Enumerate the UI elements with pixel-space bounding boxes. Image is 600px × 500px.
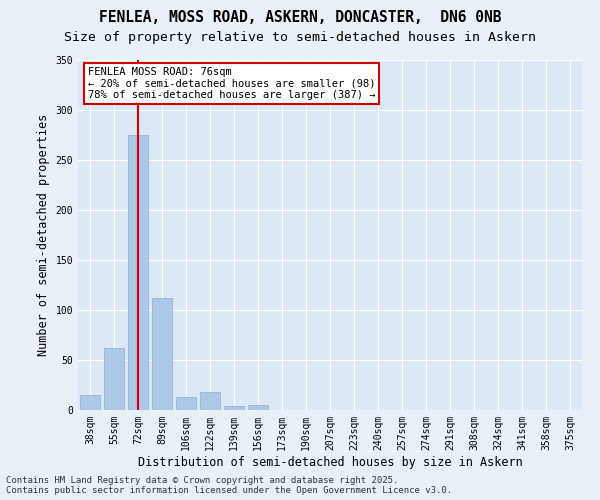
Y-axis label: Number of semi-detached properties: Number of semi-detached properties bbox=[37, 114, 50, 356]
Bar bbox=[152, 298, 172, 410]
Bar bbox=[128, 135, 148, 410]
Bar bbox=[80, 395, 100, 410]
Bar bbox=[104, 348, 124, 410]
X-axis label: Distribution of semi-detached houses by size in Askern: Distribution of semi-detached houses by … bbox=[137, 456, 523, 468]
Bar bbox=[176, 397, 196, 410]
Bar bbox=[224, 406, 244, 410]
Text: Contains HM Land Registry data © Crown copyright and database right 2025.
Contai: Contains HM Land Registry data © Crown c… bbox=[6, 476, 452, 495]
Text: Size of property relative to semi-detached houses in Askern: Size of property relative to semi-detach… bbox=[64, 31, 536, 44]
Text: FENLEA MOSS ROAD: 76sqm
← 20% of semi-detached houses are smaller (98)
78% of se: FENLEA MOSS ROAD: 76sqm ← 20% of semi-de… bbox=[88, 67, 376, 100]
Text: FENLEA, MOSS ROAD, ASKERN, DONCASTER,  DN6 0NB: FENLEA, MOSS ROAD, ASKERN, DONCASTER, DN… bbox=[99, 10, 501, 25]
Bar bbox=[200, 392, 220, 410]
Bar bbox=[248, 405, 268, 410]
